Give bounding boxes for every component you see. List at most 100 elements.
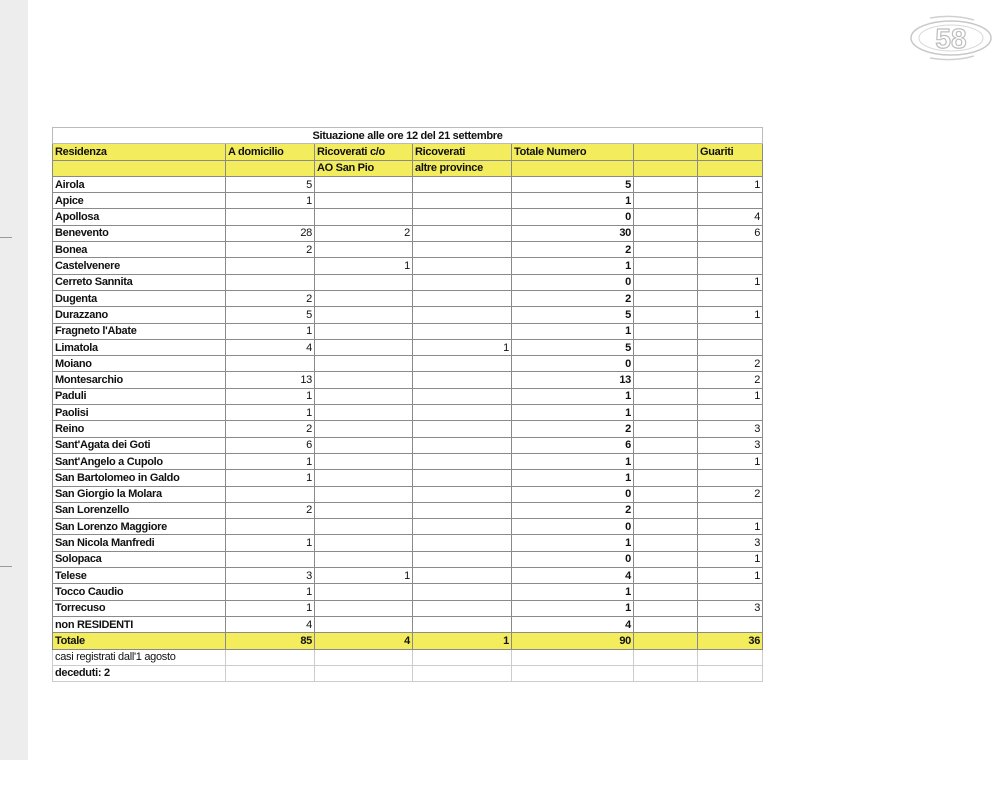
empty-cell — [412, 664, 512, 683]
cell-value: 1 — [696, 518, 764, 536]
cell-value: 1 — [511, 599, 634, 617]
cell-value: 2 — [511, 289, 634, 308]
cell-value — [633, 599, 698, 617]
table-row: Airola 5 5 1 — [52, 175, 764, 194]
cell-value — [225, 518, 315, 536]
column-header — [633, 143, 698, 161]
column-header-continued: altre province — [412, 159, 512, 177]
table-row: San Giorgio la Molara 0 2 — [52, 485, 764, 503]
table-row: Cerreto Sannita 0 1 — [52, 273, 764, 291]
empty-cell — [633, 664, 698, 683]
cell-value: 1 — [225, 452, 315, 471]
cell-value — [696, 289, 764, 308]
total-value: 90 — [511, 632, 634, 650]
cell-value — [412, 241, 512, 259]
cell-value: 3 — [696, 534, 764, 552]
cell-value — [696, 241, 764, 259]
cell-value — [225, 355, 315, 373]
cell-value — [412, 387, 512, 406]
cell-value — [314, 534, 413, 552]
column-header: Residenza — [52, 143, 226, 161]
cell-value: 6 — [696, 224, 764, 243]
covid-situation-table: Situazione alle ore 12 del 21 settembre … — [51, 126, 764, 683]
cell-value: 5 — [511, 306, 634, 324]
cell-value: 1 — [511, 257, 634, 275]
cell-value — [633, 436, 698, 454]
cell-value: 2 — [225, 420, 315, 438]
cell-value: 1 — [225, 322, 315, 340]
cell-value — [314, 371, 413, 389]
cell-value — [314, 599, 413, 617]
table-row: Bonea 2 2 — [52, 241, 764, 259]
cell-value: 2 — [511, 501, 634, 520]
residence-name: Sant'Angelo a Cupolo — [52, 452, 226, 471]
cell-value: 13 — [225, 371, 315, 389]
cell-value: 1 — [225, 192, 315, 210]
residence-name: Apollosa — [52, 208, 226, 226]
cell-value — [633, 208, 698, 226]
cell-value — [314, 501, 413, 520]
residence-name: Solopaca — [52, 550, 226, 569]
cell-value — [696, 322, 764, 340]
empty-cell — [314, 648, 413, 666]
cell-value — [412, 567, 512, 585]
cell-value: 6 — [225, 436, 315, 454]
cell-value — [412, 224, 512, 243]
header-row: Residenza A domicilio Ricoverati c/o Ricove… — [52, 143, 764, 161]
cell-value — [633, 257, 698, 275]
total-value — [633, 632, 698, 650]
cell-value — [696, 469, 764, 487]
cell-value — [314, 469, 413, 487]
cell-value: 1 — [511, 322, 634, 340]
cell-value: 1 — [225, 387, 315, 406]
cell-value: 0 — [511, 485, 634, 503]
column-header-continued: AO San Pio — [314, 159, 413, 177]
cell-value — [412, 289, 512, 308]
cell-value — [633, 175, 698, 194]
empty-cell — [314, 664, 413, 683]
column-header: Ricoverati — [412, 143, 512, 161]
cell-value: 1 — [511, 469, 634, 487]
residence-name: San Nicola Manfredi — [52, 534, 226, 552]
cell-value: 5 — [511, 175, 634, 194]
residence-name: Benevento — [52, 224, 226, 243]
cell-value — [633, 518, 698, 536]
table-row: Apollosa 0 4 — [52, 208, 764, 226]
cell-value: 3 — [696, 599, 764, 617]
table-row: Reino 2 2 3 — [52, 420, 764, 438]
cell-value: 1 — [511, 387, 634, 406]
cell-value: 1 — [314, 567, 413, 585]
cell-value — [412, 355, 512, 373]
cell-value — [225, 273, 315, 291]
table-row: Sant'Agata dei Goti 6 6 3 — [52, 436, 764, 454]
cell-value — [314, 615, 413, 634]
table-row: San Lorenzo Maggiore 0 1 — [52, 518, 764, 536]
cell-value — [633, 567, 698, 585]
cell-value — [412, 420, 512, 438]
cell-value: 2 — [225, 241, 315, 259]
cell-value: 2 — [225, 501, 315, 520]
table-row: Castelvenere 1 1 — [52, 257, 764, 275]
cell-value — [412, 583, 512, 601]
header-row-2: AO San Pio altre province — [52, 159, 764, 177]
residence-name: Paolisi — [52, 404, 226, 422]
cell-value — [314, 192, 413, 210]
residence-name: Airola — [52, 175, 226, 194]
table-row: Telese 3 1 4 1 — [52, 567, 764, 585]
cell-value — [314, 289, 413, 308]
cell-value — [412, 306, 512, 324]
column-header: A domicilio — [225, 143, 315, 161]
cell-value: 3 — [696, 420, 764, 438]
residence-name: Fragneto l'Abate — [52, 322, 226, 340]
cell-value — [412, 436, 512, 454]
cell-value: 5 — [225, 175, 315, 194]
total-value: 85 — [225, 632, 315, 650]
cell-value: 4 — [225, 615, 315, 634]
table-row: Moiano 0 2 — [52, 355, 764, 373]
residence-name: Bonea — [52, 241, 226, 259]
residence-name: Durazzano — [52, 306, 226, 324]
table-row: Apice 1 1 — [52, 192, 764, 210]
column-header: Guariti — [696, 143, 764, 161]
cell-value — [314, 583, 413, 601]
cell-value — [412, 208, 512, 226]
